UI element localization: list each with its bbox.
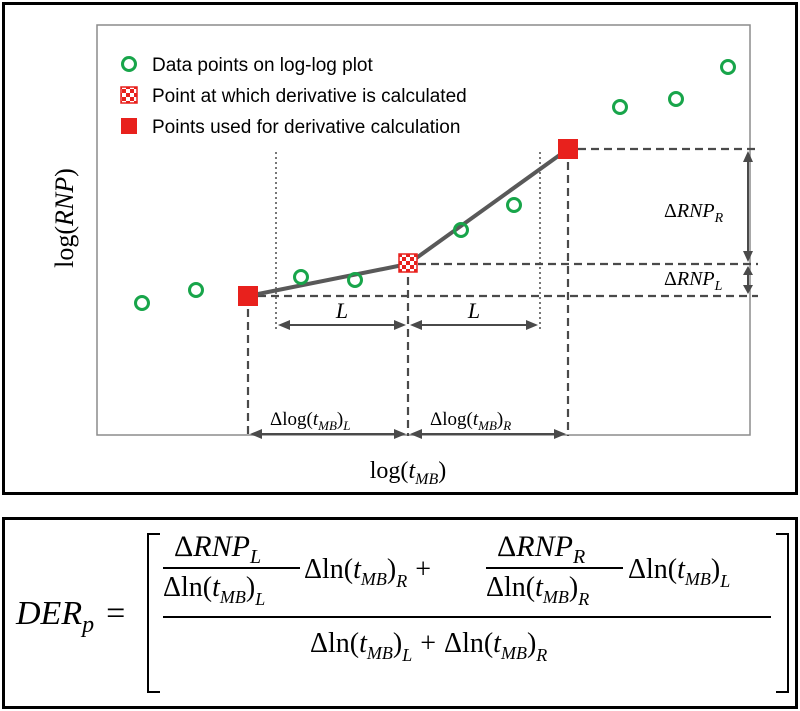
derivative-point	[398, 253, 418, 273]
green-circle-icon	[121, 56, 137, 72]
red-white-checker-square-icon	[120, 86, 138, 104]
numerator-delta-rnp-L: ΔRNPL	[174, 530, 261, 568]
right-bracket	[776, 533, 789, 693]
data-point	[506, 197, 522, 213]
data-point	[347, 272, 363, 288]
delta-log-arrows	[250, 429, 566, 439]
used-point-left	[238, 286, 258, 306]
data-points	[134, 59, 736, 311]
data-point	[612, 99, 628, 115]
term-delta-ln-L: Δln(tMB)L	[628, 554, 730, 591]
numerator-delta-rnp-R: ΔRNPR	[497, 530, 585, 568]
main-denominator: Δln(tMB)L + Δln(tMB)R	[310, 628, 547, 665]
y-axis-label: log(RNP)	[50, 168, 79, 268]
denominator-delta-ln-L: Δln(tMB)L	[163, 572, 265, 609]
delta-rnp-L-label: ΔRNPL	[664, 268, 723, 294]
term-delta-ln-R: Δln(tMB)R +	[304, 554, 431, 591]
diagram-frame	[2, 2, 798, 495]
legend-data-points: Data points on log-log plot	[152, 55, 373, 76]
data-point	[453, 222, 469, 238]
left-bracket	[147, 533, 160, 693]
formula-frame	[2, 517, 798, 709]
denominator-delta-ln-R: Δln(tMB)R	[486, 572, 589, 609]
formula-lhs: DERp =	[15, 595, 125, 638]
used-point-right	[558, 139, 578, 159]
delta-rnp-arrows	[743, 151, 753, 294]
data-point	[668, 91, 684, 107]
data-point	[188, 282, 204, 298]
data-point	[720, 59, 736, 75]
delta-log-tmb-L-label: Δlog(tMB)L	[270, 409, 350, 433]
x-axis-label: log(tMB)	[370, 458, 446, 488]
formula: DERp = ΔRNPL Δln(tMB)L Δln(tMB)R + ΔRNPR Δ…	[15, 530, 789, 693]
L-label-left: L	[335, 298, 348, 323]
L-label-right: L	[467, 298, 480, 323]
delta-log-tmb-R-label: Δlog(tMB)R	[430, 409, 511, 433]
red-square-icon	[121, 118, 137, 134]
data-point	[293, 269, 309, 285]
data-point	[134, 295, 150, 311]
legend-used-points: Points used for derivative calculation	[152, 117, 460, 138]
legend-derivative-point: Point at which derivative is calculated	[152, 86, 467, 107]
delta-rnp-R-label: ΔRNPR	[664, 200, 724, 226]
L-arrows	[278, 320, 538, 330]
